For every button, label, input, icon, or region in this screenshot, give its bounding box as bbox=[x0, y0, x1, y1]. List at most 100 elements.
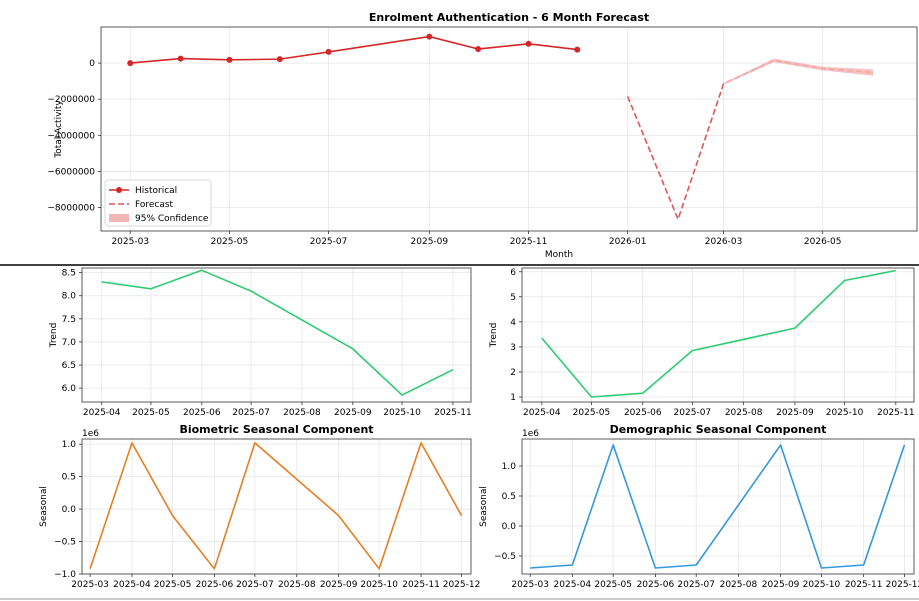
data-point bbox=[177, 55, 184, 62]
chart-title: Demographic Seasonal Component bbox=[610, 423, 827, 436]
legend-swatch-confidence bbox=[109, 214, 129, 222]
chart-seasonal-demographic: 2025-03 2025-04 2025-05 2025-06 2025-07 2025-… bbox=[479, 423, 919, 590]
x-tick-label: 2025-05 bbox=[594, 580, 632, 590]
data-point bbox=[325, 48, 332, 55]
x-tick-label: 2026-01 bbox=[609, 237, 647, 247]
x-tick-label: 2025-10 bbox=[826, 408, 864, 418]
y-tick-label: 1.0 bbox=[62, 440, 77, 450]
y-tick-label: 8.5 bbox=[62, 269, 76, 279]
y-tick-label: 6.0 bbox=[62, 384, 77, 394]
x-tick-label: 2025-04 bbox=[113, 580, 151, 590]
chart-title: Biometric Seasonal Component bbox=[179, 423, 373, 436]
x-tick-label: 2025-05 bbox=[154, 580, 192, 590]
plot-frame bbox=[81, 438, 472, 575]
x-tick-label: 2025-07 bbox=[232, 408, 270, 418]
data-point bbox=[574, 46, 581, 53]
x-tick-label: 2025-11 bbox=[434, 408, 472, 418]
y-tick-label: 4 bbox=[510, 318, 516, 328]
chart-trend-left: 2025-04 2025-05 2025-06 2025-07 2025-08 2025-… bbox=[49, 267, 472, 418]
x-tick-label: 2025-04 bbox=[554, 580, 592, 590]
forecast-line bbox=[626, 59, 874, 221]
x-tick-label: 2025-05 bbox=[211, 237, 249, 247]
historical-line bbox=[130, 35, 578, 64]
y-tick-label: 7.5 bbox=[62, 315, 76, 325]
data-point bbox=[276, 56, 283, 63]
x-tick-label: 2025-03 bbox=[511, 580, 549, 590]
x-tick-label: 2025-10 bbox=[360, 580, 398, 590]
x-tick-label: 2025-10 bbox=[803, 580, 841, 590]
y-tick-label: 2 bbox=[510, 368, 516, 378]
y-tick-label: −2000000 bbox=[47, 95, 95, 105]
x-tick-label: 2025-07 bbox=[677, 580, 715, 590]
x-tick-label: 2026-05 bbox=[804, 237, 842, 247]
data-point bbox=[226, 56, 233, 63]
y-axis-label: Seasonal bbox=[39, 486, 49, 527]
plot-frame bbox=[100, 26, 918, 232]
legend-entry: Historical bbox=[135, 186, 177, 196]
y-tick-label: −4000000 bbox=[47, 131, 95, 141]
y-axis-label: Trend bbox=[489, 323, 499, 349]
x-tick-label: 2025-06 bbox=[196, 580, 234, 590]
x-tick-label: 2025-11 bbox=[402, 580, 440, 590]
x-tick-label: 2025-07 bbox=[674, 408, 712, 418]
y-tick-label: 3 bbox=[510, 343, 516, 353]
x-tick-label: 2025-04 bbox=[523, 408, 561, 418]
x-tick-label: 2025-06 bbox=[637, 580, 675, 590]
x-tick-label: 2025-11 bbox=[845, 580, 883, 590]
x-tick-label: 2025-08 bbox=[278, 580, 316, 590]
y-tick-label: −8000000 bbox=[47, 204, 95, 214]
chart-forecast: 2025-03 2025-05 2025-07 2025-09 2025-11 2026-… bbox=[47, 11, 918, 260]
y-axis-label: Trend bbox=[49, 323, 59, 349]
x-tick-label: 2025-09 bbox=[776, 408, 814, 418]
y-tick-label: 0 bbox=[89, 59, 95, 69]
x-tick-label: 2025-08 bbox=[725, 408, 763, 418]
x-axis-label: Month bbox=[545, 250, 573, 260]
chart-title: Enrolment Authentication - 6 Month Forec… bbox=[369, 11, 649, 24]
x-tick-label: 2025-12 bbox=[886, 580, 919, 590]
data-point bbox=[426, 33, 433, 40]
y-tick-label: 6.5 bbox=[62, 361, 76, 371]
chart-trend-right: 2025-04 2025-05 2025-06 2025-07 2025-08 2025-… bbox=[489, 267, 915, 418]
x-tick-label: 2025-06 bbox=[183, 408, 221, 418]
y-tick-label: −6000000 bbox=[47, 167, 95, 177]
x-tick-label: 2025-09 bbox=[320, 580, 358, 590]
x-tick-label: 2025-09 bbox=[334, 408, 372, 418]
legend-entry: 95% Confidence bbox=[135, 214, 209, 224]
x-tick-label: 2025-03 bbox=[111, 237, 149, 247]
plot-frame bbox=[81, 267, 472, 403]
x-tick-label: 2025-07 bbox=[310, 237, 348, 247]
series-line bbox=[541, 269, 896, 398]
x-tick-label: 2025-07 bbox=[236, 580, 274, 590]
data-point bbox=[475, 46, 482, 53]
y-tick-label: 7.0 bbox=[62, 338, 77, 348]
y-tick-label: 6 bbox=[510, 268, 516, 278]
axis-offset-label: 1e6 bbox=[522, 429, 539, 439]
x-tick-label: 2026-03 bbox=[705, 237, 743, 247]
plot-frame bbox=[521, 438, 915, 575]
series-line bbox=[101, 269, 454, 396]
y-tick-label: 0.5 bbox=[502, 492, 516, 502]
y-axis-label: Seasonal bbox=[479, 486, 489, 527]
x-tick-label: 2025-08 bbox=[720, 580, 758, 590]
data-point bbox=[127, 60, 134, 67]
y-tick-label: −1.0 bbox=[54, 570, 76, 580]
y-axis-label: Total Activity bbox=[54, 100, 64, 159]
axis-offset-label: 1e6 bbox=[82, 429, 99, 439]
confidence-band bbox=[723, 58, 874, 85]
plot-frame bbox=[521, 267, 915, 403]
legend: Historical Forecast 95% Confidence bbox=[104, 179, 212, 227]
series-line bbox=[89, 442, 463, 570]
chart-seasonal-biometric: 2025-03 2025-04 2025-05 2025-06 2025-07 2025-… bbox=[39, 423, 480, 590]
x-tick-label: 2025-11 bbox=[510, 237, 548, 247]
legend-box bbox=[104, 179, 212, 227]
y-tick-label: 0.0 bbox=[62, 505, 77, 515]
y-tick-label: 0.0 bbox=[502, 522, 517, 532]
x-tick-label: 2025-12 bbox=[443, 580, 481, 590]
x-tick-label: 2025-05 bbox=[573, 408, 611, 418]
x-tick-label: 2025-09 bbox=[762, 580, 800, 590]
data-point bbox=[525, 40, 532, 47]
x-tick-label: 2025-03 bbox=[71, 580, 109, 590]
x-tick-label: 2025-08 bbox=[283, 408, 321, 418]
y-tick-label: 1 bbox=[510, 393, 516, 403]
